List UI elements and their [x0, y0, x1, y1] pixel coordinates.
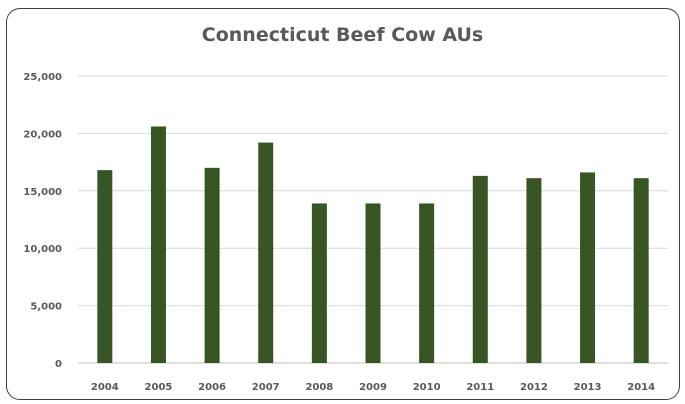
x-tick-label: 2013 — [574, 382, 602, 393]
chart-frame — [6, 8, 680, 400]
y-tick-label: 0 — [55, 359, 62, 370]
bar — [311, 203, 327, 363]
y-tick-label: 10,000 — [23, 244, 62, 255]
y-tick-label: 15,000 — [23, 187, 62, 198]
chart-title: Connecticut Beef Cow AUs — [201, 24, 484, 46]
x-tick-label: 2014 — [627, 382, 655, 393]
bar — [258, 142, 274, 363]
x-tick-label: 2011 — [466, 382, 494, 393]
y-tick-label: 5,000 — [30, 302, 62, 313]
x-tick-label: 2007 — [252, 382, 280, 393]
bar — [150, 126, 166, 364]
y-tick-label: 25,000 — [23, 72, 62, 83]
x-tick-label: 2006 — [198, 382, 226, 393]
x-tick-label: 2012 — [520, 382, 548, 393]
bar — [580, 172, 596, 363]
bar — [472, 175, 488, 363]
x-tick-label: 2010 — [413, 382, 441, 393]
x-tick-label: 2005 — [145, 382, 173, 393]
x-tick-label: 2009 — [359, 382, 387, 393]
bar — [204, 167, 220, 363]
x-tick-label: 2004 — [91, 382, 119, 393]
y-tick-label: 20,000 — [23, 129, 62, 140]
bar — [633, 178, 649, 363]
bar — [419, 203, 435, 363]
x-tick-label: 2008 — [305, 382, 333, 393]
bar — [526, 178, 542, 363]
bar — [365, 203, 381, 363]
bar — [97, 170, 113, 363]
